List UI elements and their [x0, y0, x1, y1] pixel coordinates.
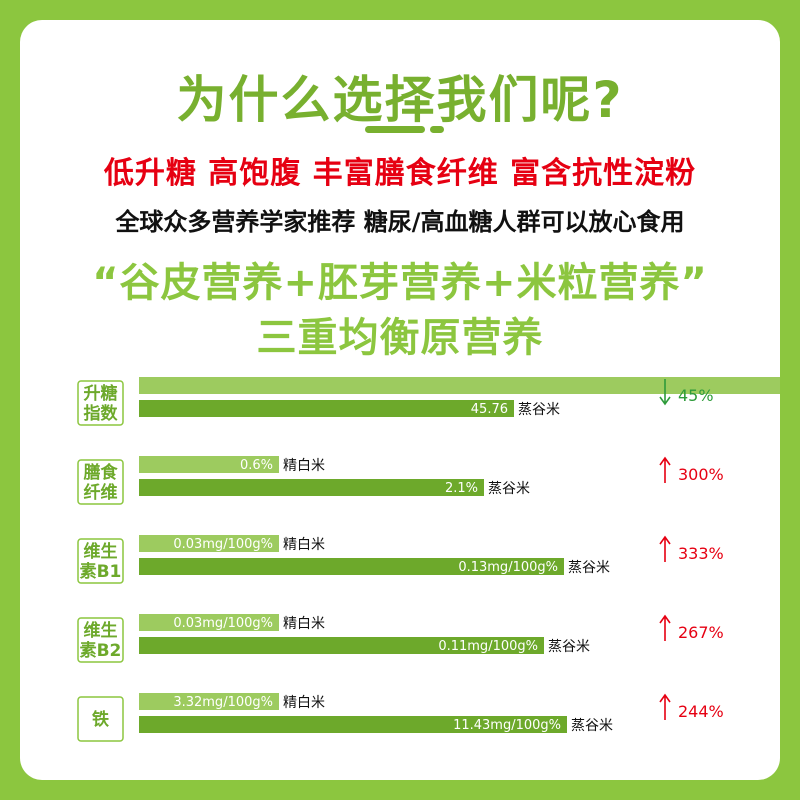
steamed-rice-bar	[139, 716, 567, 733]
steamed-rice-value-label: 11.43mg/100g%	[453, 718, 561, 733]
white-rice-bar	[139, 614, 279, 631]
category-label: 纤维	[84, 482, 118, 503]
white-rice-bar	[139, 693, 279, 710]
white-rice-series-label: 精白米	[283, 458, 325, 474]
content-card: 为什么选择我们呢? 低升糖 高饱腹 丰富膳食纤维 富含抗性淀粉 全球众多营养学家…	[20, 20, 780, 780]
category-label: 维生	[84, 620, 118, 641]
change-percent: 244%	[678, 702, 724, 721]
white-rice-value-label: 3.32mg/100g%	[173, 695, 273, 710]
title-divider-dot	[430, 126, 444, 133]
white-rice-series-label: 精白米	[283, 537, 325, 553]
steamed-rice-series-label: 蒸谷米	[571, 718, 613, 734]
arrow-up-icon	[659, 693, 671, 720]
category-box	[77, 380, 124, 426]
white-rice-series-label: 精白米	[283, 616, 325, 632]
page-title: 为什么选择我们呢?	[176, 71, 624, 129]
arrow-down-icon	[659, 379, 671, 406]
category-label: 维生	[84, 541, 118, 562]
nutrition-subslogan: 三重均衡原营养	[256, 315, 544, 361]
steamed-rice-bar	[139, 558, 564, 575]
steamed-rice-series-label: 蒸谷米	[488, 481, 530, 497]
steamed-rice-value-label: 45.76	[471, 402, 508, 417]
white-rice-value-label: 0.03mg/100g%	[173, 616, 273, 631]
steamed-rice-bar	[139, 400, 514, 417]
recommendation-tagline: 全球众多营养学家推荐 糖尿/高血糖人群可以放心食用	[115, 208, 685, 236]
category-label: 素B2	[80, 641, 122, 661]
category-box	[77, 538, 124, 584]
change-percent: 333%	[678, 544, 724, 563]
arrow-up-icon	[659, 456, 671, 483]
change-percent: 300%	[678, 465, 724, 484]
steamed-rice-value-label: 2.1%	[445, 481, 478, 496]
comparison-chart: 升糖指数83.2精白米45.76蒸谷米45%膳食纤维0.6%精白米2.1%蒸谷米…	[77, 377, 780, 742]
benefit-tagline: 低升糖 高饱腹 丰富膳食纤维 富含抗性淀粉	[103, 156, 697, 191]
arrow-up-icon	[659, 614, 671, 641]
category-label: 铁	[92, 709, 109, 730]
category-box	[77, 696, 124, 742]
steamed-rice-value-label: 0.13mg/100g%	[458, 560, 558, 575]
steamed-rice-value-label: 0.11mg/100g%	[438, 639, 538, 654]
change-percent: 45%	[678, 386, 714, 405]
change-percent: 267%	[678, 623, 724, 642]
steamed-rice-series-label: 蒸谷米	[548, 639, 590, 655]
steamed-rice-bar	[139, 479, 484, 496]
category-box	[77, 459, 124, 505]
title-divider-long	[365, 126, 425, 133]
white-rice-value-label: 0.6%	[240, 458, 273, 473]
steamed-rice-series-label: 蒸谷米	[568, 560, 610, 576]
category-label: 指数	[84, 403, 119, 424]
white-rice-bar	[139, 535, 279, 552]
category-box	[77, 617, 124, 663]
white-rice-bar	[139, 456, 279, 473]
white-rice-series-label: 精白米	[283, 695, 325, 711]
arrow-up-icon	[659, 535, 671, 562]
steamed-rice-series-label: 蒸谷米	[518, 402, 560, 418]
steamed-rice-bar	[139, 637, 544, 654]
category-label: 升糖	[84, 383, 118, 404]
white-rice-bar	[139, 377, 780, 394]
white-rice-value-label: 0.03mg/100g%	[173, 537, 273, 552]
category-label: 膳食	[84, 462, 119, 483]
category-label: 素B1	[80, 562, 122, 582]
nutrition-slogan: “谷皮营养+胚芽营养+米粒营养”	[92, 260, 708, 306]
